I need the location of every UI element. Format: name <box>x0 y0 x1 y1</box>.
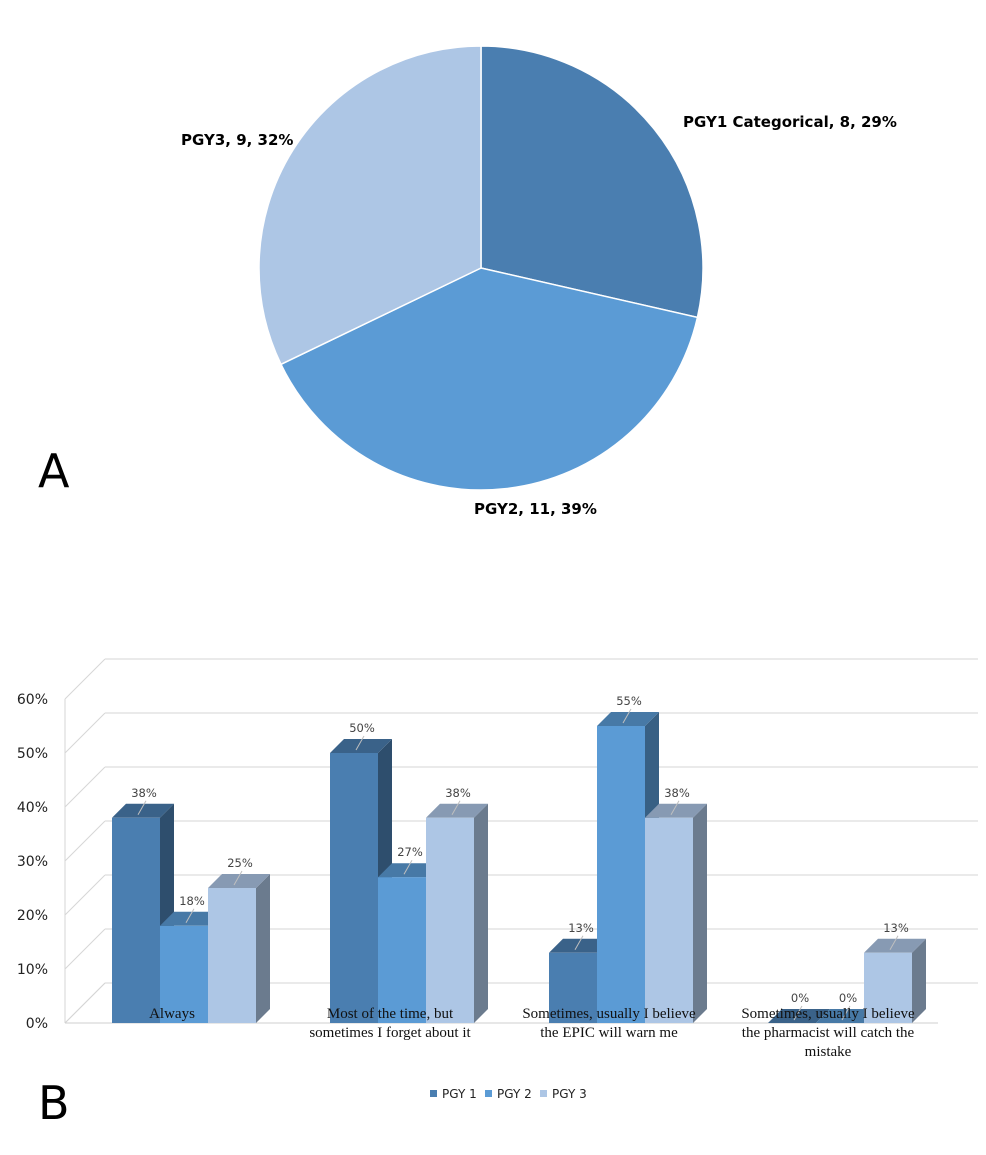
bar-top <box>208 874 270 888</box>
data-label: 0% <box>791 991 809 1005</box>
gridline-depth <box>64 658 106 700</box>
gridline-depth <box>64 820 106 862</box>
data-label: 38% <box>445 786 471 800</box>
category-label: Always <box>149 1006 195 1022</box>
data-label-leader <box>355 735 365 751</box>
bar-top <box>160 911 222 926</box>
pie-slice-2 <box>279 267 699 491</box>
bar-top <box>816 1009 878 1023</box>
data-label: 38% <box>131 786 157 800</box>
bar <box>768 1009 830 1023</box>
bar-chart: 0% 10% 20% 30% 40% 50% 60% 38% 18% 25% Always 50% 27… <box>17 658 978 1101</box>
data-label: 18% <box>179 894 205 908</box>
data-label-leader <box>793 1005 803 1021</box>
category-label: sometimes I forget about it <box>309 1025 471 1041</box>
bar <box>816 1009 878 1023</box>
bar-side <box>693 803 707 1023</box>
data-label-leader <box>670 800 680 816</box>
bar <box>864 938 926 1023</box>
bar-side <box>256 874 270 1023</box>
bar-top <box>864 938 926 953</box>
y-tick-label: 30% <box>17 854 48 870</box>
data-label-leader <box>403 859 413 875</box>
bar <box>208 874 270 1023</box>
bar-top <box>112 803 174 818</box>
gridline-depth <box>64 874 106 916</box>
bar <box>645 803 707 1023</box>
pie-slice-3 <box>258 45 482 366</box>
category-label: Sometimes, usually I believe <box>522 1006 696 1022</box>
pie-chart: PGY1 Categorical, 8, 29% PGY2, 11, 39% PGY… <box>181 45 897 518</box>
legend-swatch <box>430 1090 437 1097</box>
data-label-leader <box>574 935 584 951</box>
data-label-leader <box>185 908 195 924</box>
data-label-leader <box>233 870 243 886</box>
data-label-leader <box>841 1005 851 1021</box>
pie-label-3: PGY3, 9, 32% <box>181 131 293 149</box>
bar-front <box>864 952 912 1023</box>
legend-label: PGY 1 <box>442 1087 477 1101</box>
data-label: 50% <box>349 721 375 735</box>
bar-top <box>768 1009 830 1023</box>
panel-label-b: B <box>38 1076 70 1130</box>
data-label: 25% <box>227 856 253 870</box>
pie-slice-1 <box>480 45 704 319</box>
panel-label-a: A <box>38 444 70 498</box>
data-label: 55% <box>616 694 642 708</box>
bar-side <box>912 938 926 1023</box>
bar-front <box>597 726 645 1023</box>
bar-front <box>426 817 474 1023</box>
data-label-leader <box>622 708 632 724</box>
legend-label: PGY 3 <box>552 1087 587 1101</box>
data-label-leader <box>451 800 461 816</box>
bar-front <box>208 888 256 1023</box>
bar-top <box>330 739 392 753</box>
category-label: the pharmacist will catch the <box>742 1025 915 1041</box>
data-label: 13% <box>568 921 594 935</box>
gridline-depth <box>64 928 106 970</box>
data-label-leader <box>889 935 899 951</box>
bar-top <box>378 863 440 878</box>
legend-swatch <box>540 1090 547 1097</box>
gridline-depth <box>64 982 106 1024</box>
bar-top <box>645 803 707 818</box>
bar-front <box>112 817 160 1023</box>
category-label: the EPIC will warn me <box>540 1025 678 1041</box>
data-label: 13% <box>883 921 909 935</box>
gridline-depth <box>64 766 106 808</box>
y-tick-label: 50% <box>17 746 48 762</box>
y-tick-label: 20% <box>17 908 48 924</box>
bar <box>426 803 488 1023</box>
y-tick-label: 60% <box>17 692 48 708</box>
data-label: 0% <box>839 991 857 1005</box>
bar-front <box>330 753 378 1023</box>
data-label: 38% <box>664 786 690 800</box>
bar-front <box>378 877 426 1023</box>
data-label-leader <box>137 800 147 816</box>
bar-top <box>426 803 488 818</box>
pie-label-1: PGY1 Categorical, 8, 29% <box>683 113 897 131</box>
bar-front <box>549 952 597 1023</box>
legend-swatch <box>485 1090 492 1097</box>
bar-side <box>474 803 488 1023</box>
bar-front <box>160 925 208 1023</box>
y-tick-label: 0% <box>26 1016 48 1032</box>
legend-label: PGY 2 <box>497 1087 532 1101</box>
bar-front <box>645 817 693 1023</box>
data-label: 27% <box>397 845 423 859</box>
category-label: Sometimes, usually I believe <box>741 1006 915 1022</box>
y-tick-label: 10% <box>17 962 48 978</box>
category-label: Most of the time, but <box>327 1006 454 1022</box>
category-label: mistake <box>805 1044 852 1060</box>
gridline-depth <box>64 712 106 754</box>
bar-top <box>549 938 611 953</box>
pie-label-2: PGY2, 11, 39% <box>474 500 597 518</box>
y-tick-label: 40% <box>17 800 48 816</box>
bar-top <box>597 712 659 726</box>
